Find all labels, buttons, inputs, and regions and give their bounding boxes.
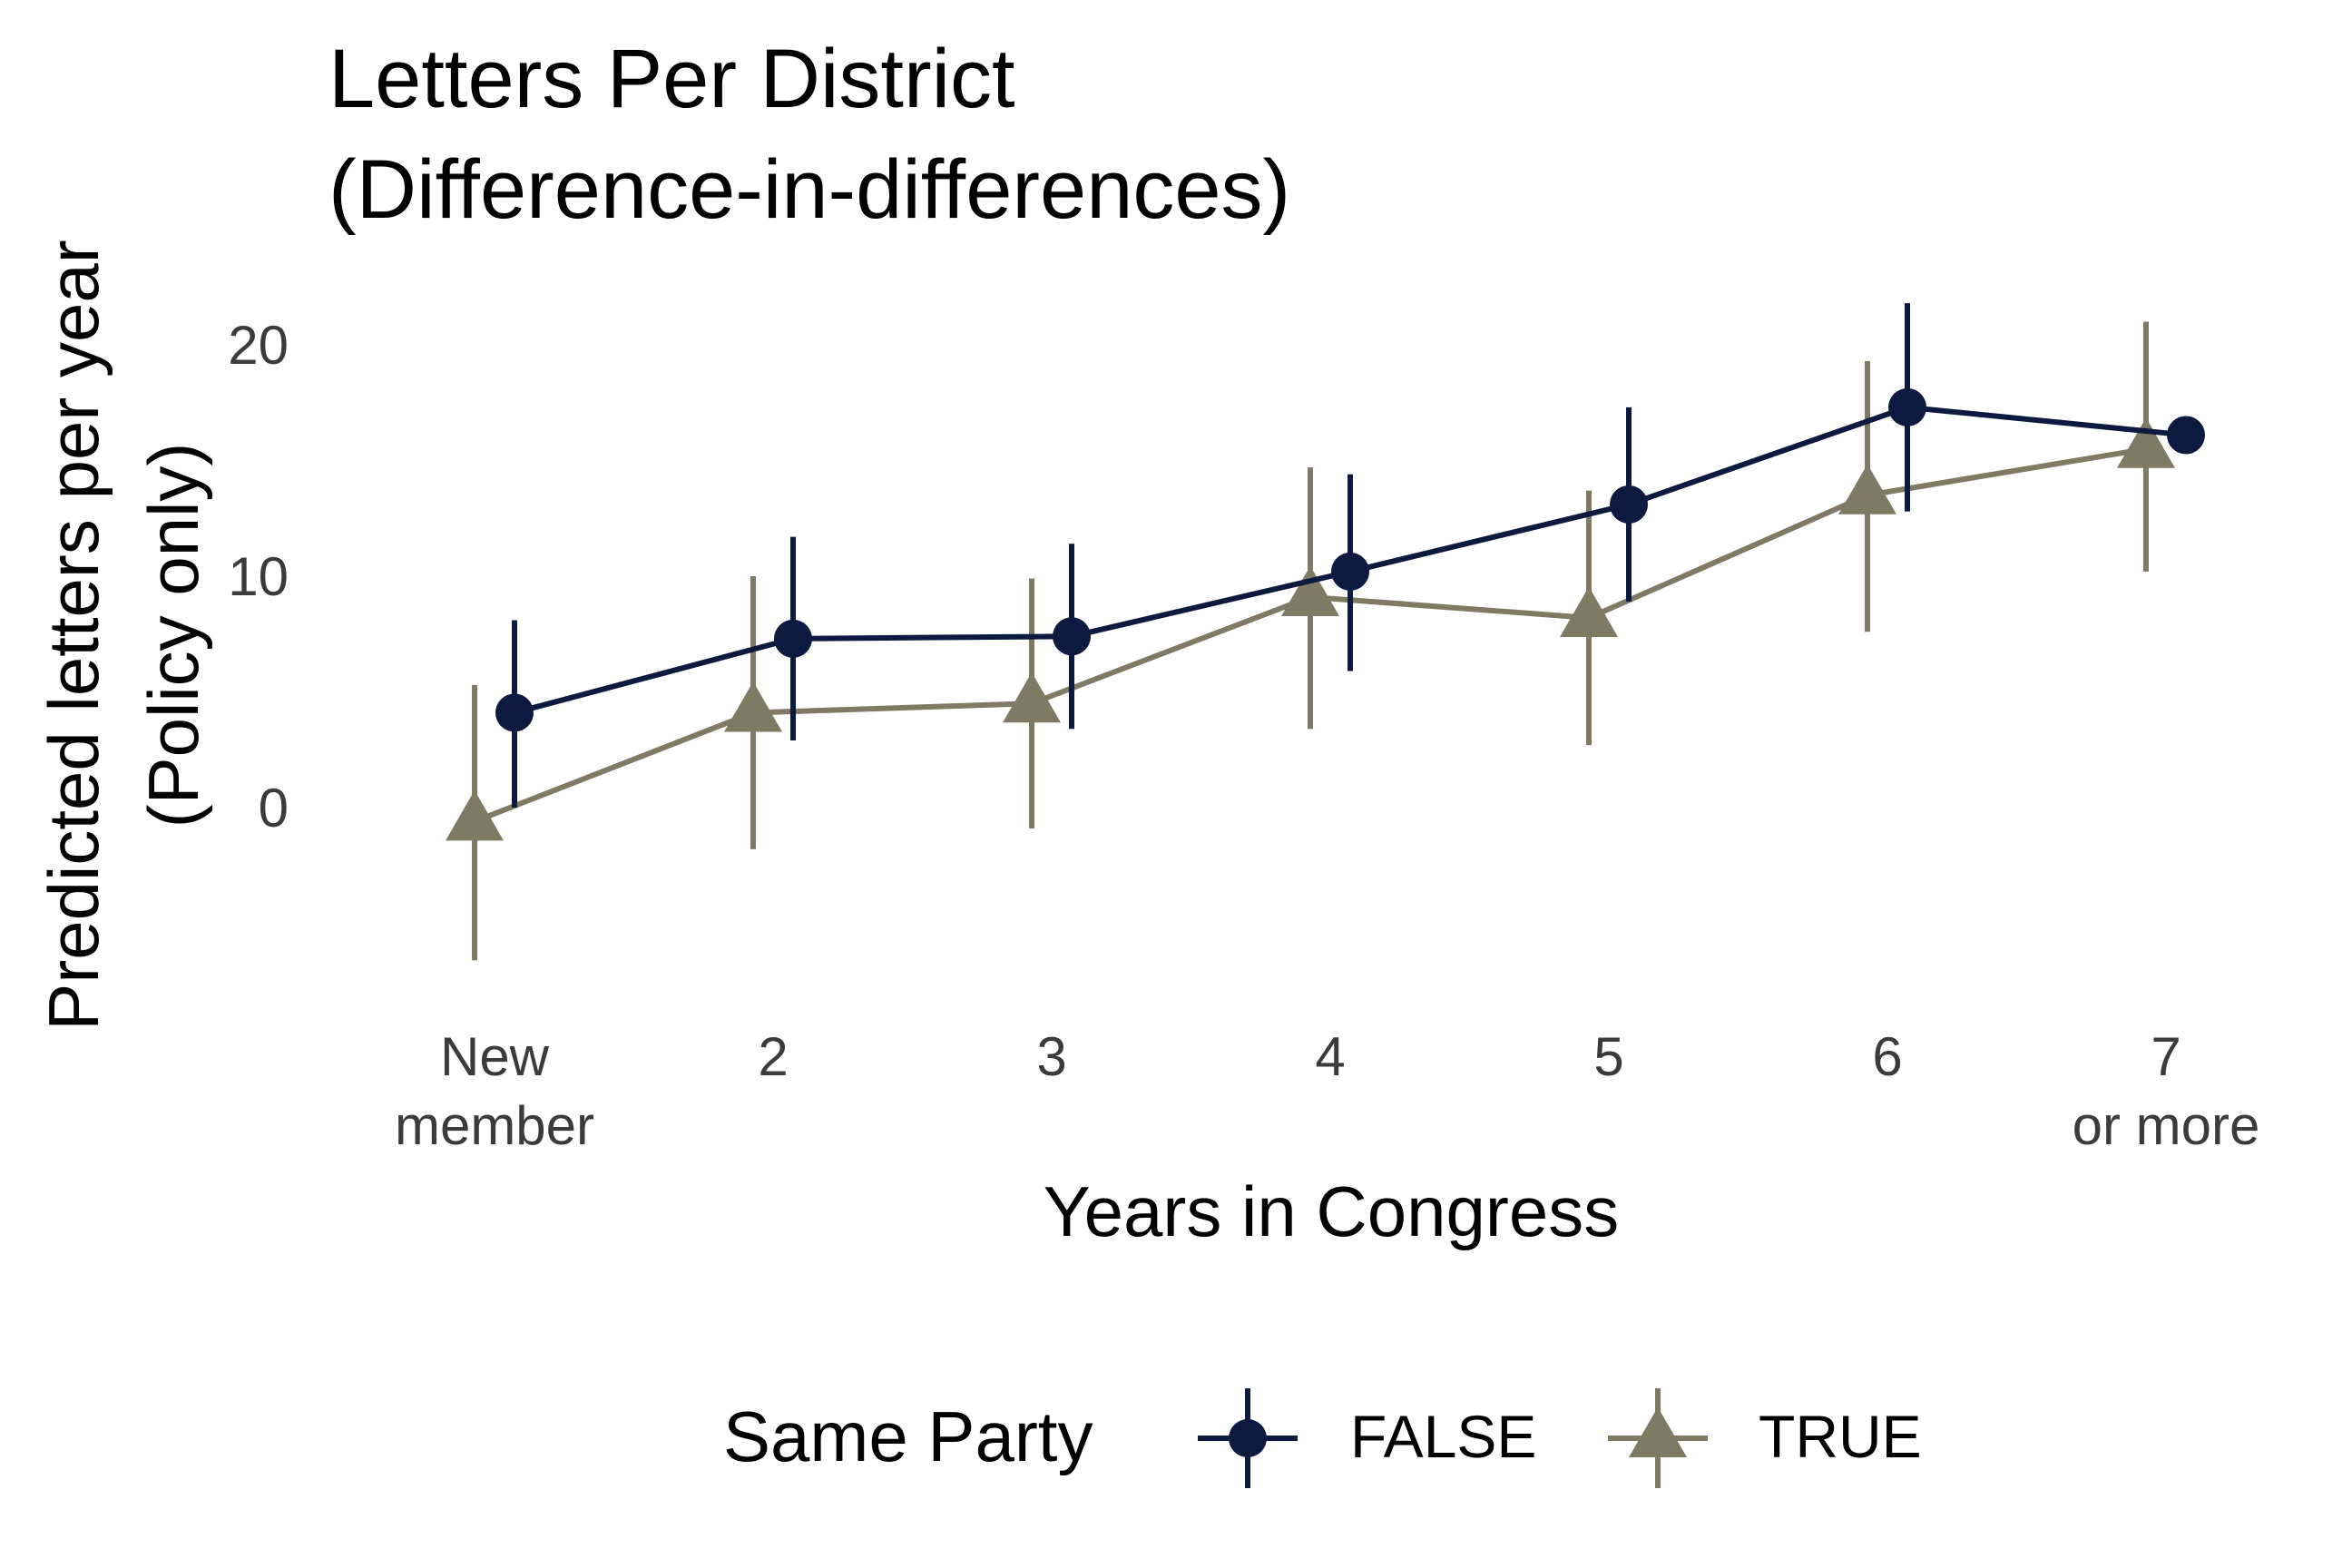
legend-key-marker	[1629, 1406, 1687, 1458]
data-point	[1331, 552, 1369, 591]
y-axis-ticks: 0 10 20	[228, 315, 289, 838]
y-axis-title-line-2: (Policy only)	[133, 443, 213, 828]
x-tick-label: 6	[1872, 1026, 1902, 1087]
x-tick-label: 7 or more	[2073, 1026, 2260, 1156]
legend-label-false: FALSE	[1350, 1403, 1536, 1470]
plot-area	[446, 303, 2205, 961]
x-tick-label-line: 4	[1315, 1026, 1345, 1087]
x-tick-label-line: New	[440, 1026, 550, 1087]
y-axis-title-line-1: Predicted letters per year	[34, 240, 113, 1030]
data-point	[2117, 417, 2175, 468]
x-tick-label: New member	[395, 1026, 594, 1156]
data-point	[495, 693, 534, 732]
x-tick-label-line: 5	[1593, 1026, 1623, 1087]
x-tick-label: 2	[758, 1026, 788, 1087]
chart-title-line-1: Letters Per District	[328, 33, 1015, 125]
data-point	[1838, 464, 1896, 514]
data-point	[1003, 671, 1061, 723]
legend-key-false	[1198, 1388, 1298, 1488]
legend-key-true	[1608, 1388, 1708, 1488]
x-tick-label-line: or more	[2073, 1095, 2260, 1156]
legend-key-marker	[1229, 1419, 1267, 1457]
x-tick-label-line: 3	[1036, 1026, 1066, 1087]
x-tick-label-line: 7	[2151, 1026, 2180, 1087]
x-axis-ticks: New member 2 3 4 5 6 7 or more	[395, 1026, 2259, 1156]
x-axis-title: Years in Congress	[1044, 1171, 1619, 1251]
y-tick-label: 20	[228, 315, 289, 376]
x-tick-label: 3	[1036, 1026, 1066, 1087]
legend-title: Same Party	[723, 1396, 1093, 1476]
legend-label-true: TRUE	[1759, 1403, 1922, 1470]
y-tick-label: 0	[259, 778, 289, 838]
chart-title: Letters Per District (Difference-in-diff…	[328, 33, 1290, 236]
y-axis-title: Predicted letters per year (Policy only)	[34, 240, 213, 1030]
data-point	[1888, 387, 1926, 426]
data-point	[446, 789, 504, 841]
data-point	[724, 681, 782, 732]
x-tick-label-line: member	[395, 1095, 594, 1156]
data-point	[1053, 617, 1091, 656]
data-point	[1610, 485, 1648, 524]
y-tick-label: 10	[228, 546, 289, 607]
x-tick-label: 4	[1315, 1026, 1345, 1087]
x-tick-label-line: 6	[1872, 1026, 1902, 1087]
chart-title-line-2: (Difference-in-differences)	[328, 143, 1290, 236]
data-point	[2167, 416, 2205, 455]
data-point	[774, 619, 812, 658]
data-point	[1281, 565, 1339, 617]
data-point	[1560, 586, 1618, 637]
x-tick-label-line: 2	[758, 1026, 788, 1087]
series-false	[495, 303, 2205, 808]
legend: Same Party FALSE TRUE	[723, 1388, 1922, 1488]
x-tick-label: 5	[1593, 1026, 1623, 1087]
series-true	[446, 321, 2175, 961]
